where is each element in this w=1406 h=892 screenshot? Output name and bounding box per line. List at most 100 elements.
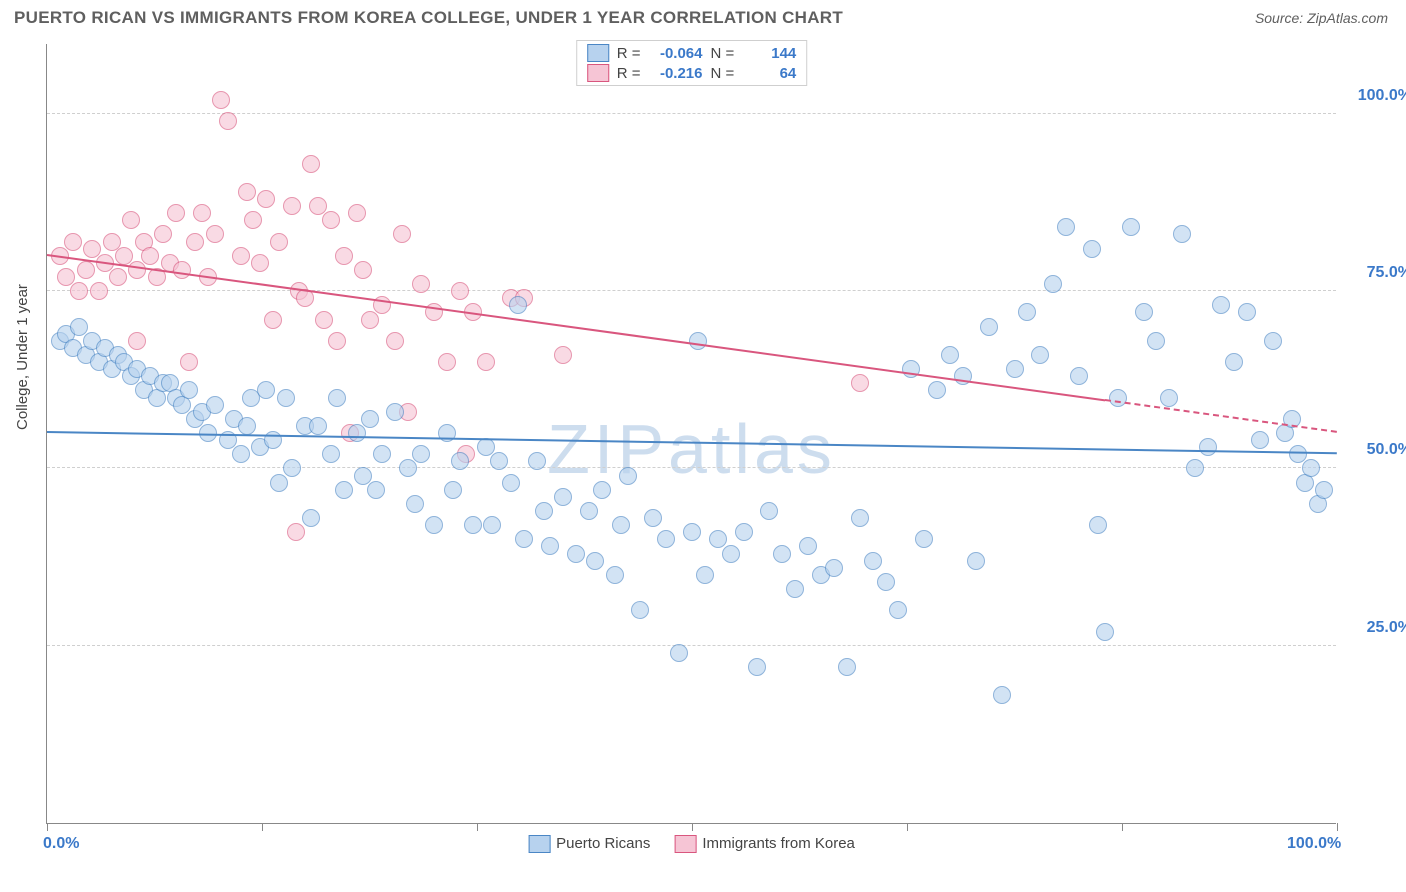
legend-label-2: Immigrants from Korea (702, 835, 855, 852)
scatter-point (251, 254, 269, 272)
scatter-point (1315, 481, 1333, 499)
scatter-point (386, 332, 404, 350)
scatter-point (64, 233, 82, 251)
scatter-point (361, 410, 379, 428)
scatter-point (109, 268, 127, 286)
x-tick (47, 823, 48, 831)
scatter-point (760, 502, 778, 520)
scatter-point (612, 516, 630, 534)
scatter-point (1044, 275, 1062, 293)
scatter-point (232, 445, 250, 463)
y-axis-title: College, Under 1 year (14, 284, 31, 430)
scatter-point (283, 197, 301, 215)
scatter-point (477, 353, 495, 371)
scatter-point (335, 481, 353, 499)
scatter-point (206, 396, 224, 414)
scatter-point (541, 537, 559, 555)
trend-line (47, 254, 1105, 401)
gridline-h (47, 645, 1336, 646)
y-tick-label: 25.0% (1346, 619, 1406, 637)
scatter-point (277, 389, 295, 407)
scatter-point (483, 516, 501, 534)
scatter-point (322, 211, 340, 229)
scatter-point (554, 488, 572, 506)
x-tick (262, 823, 263, 831)
scatter-point (270, 474, 288, 492)
scatter-point (1135, 303, 1153, 321)
scatter-point (167, 204, 185, 222)
scatter-point (606, 566, 624, 584)
scatter-point (967, 552, 985, 570)
legend-n-value-1: 144 (742, 45, 796, 62)
scatter-point (315, 311, 333, 329)
legend-swatch-2b (674, 835, 696, 853)
x-tick (1337, 823, 1338, 831)
scatter-point (1057, 218, 1075, 236)
scatter-point (1212, 296, 1230, 314)
scatter-point (490, 452, 508, 470)
scatter-point (438, 353, 456, 371)
legend-label-1: Puerto Ricans (556, 835, 650, 852)
scatter-point (283, 459, 301, 477)
scatter-point (361, 311, 379, 329)
scatter-point (722, 545, 740, 563)
scatter-point (786, 580, 804, 598)
scatter-point (980, 318, 998, 336)
legend-n-label: N = (711, 65, 735, 82)
scatter-point (128, 332, 146, 350)
scatter-point (309, 417, 327, 435)
scatter-point (1122, 218, 1140, 236)
scatter-point (1251, 431, 1269, 449)
scatter-point (619, 467, 637, 485)
scatter-point (451, 452, 469, 470)
scatter-point (535, 502, 553, 520)
x-tick (692, 823, 693, 831)
scatter-point (193, 204, 211, 222)
scatter-point (657, 530, 675, 548)
watermark-text: ZIPatlas (547, 409, 836, 489)
scatter-point (219, 112, 237, 130)
scatter-plot: ZIPatlas R = -0.064 N = 144 R = -0.216 N… (46, 44, 1336, 824)
scatter-point (1096, 623, 1114, 641)
scatter-point (186, 233, 204, 251)
scatter-point (928, 381, 946, 399)
scatter-point (154, 225, 172, 243)
legend-r-value-2: -0.216 (649, 65, 703, 82)
scatter-point (180, 381, 198, 399)
scatter-point (399, 459, 417, 477)
scatter-point (90, 282, 108, 300)
scatter-point (1018, 303, 1036, 321)
legend-row-series-2: R = -0.216 N = 64 (587, 63, 797, 83)
scatter-point (851, 509, 869, 527)
scatter-point (451, 282, 469, 300)
scatter-point (748, 658, 766, 676)
scatter-point (270, 233, 288, 251)
scatter-point (1199, 438, 1217, 456)
scatter-point (670, 644, 688, 662)
scatter-point (373, 445, 391, 463)
legend-swatch-2 (587, 64, 609, 82)
scatter-point (586, 552, 604, 570)
scatter-point (696, 566, 714, 584)
legend-swatch-1 (587, 44, 609, 62)
scatter-point (735, 523, 753, 541)
scatter-point (302, 509, 320, 527)
x-tick (1122, 823, 1123, 831)
scatter-point (799, 537, 817, 555)
scatter-point (287, 523, 305, 541)
scatter-point (877, 573, 895, 591)
scatter-point (412, 445, 430, 463)
scatter-point (348, 204, 366, 222)
scatter-point (173, 261, 191, 279)
scatter-point (322, 445, 340, 463)
scatter-point (1264, 332, 1282, 350)
scatter-point (554, 346, 572, 364)
scatter-point (264, 311, 282, 329)
scatter-point (1186, 459, 1204, 477)
scatter-point (212, 91, 230, 109)
scatter-point (838, 658, 856, 676)
gridline-h (47, 467, 1336, 468)
scatter-point (689, 332, 707, 350)
scatter-point (509, 296, 527, 314)
scatter-point (580, 502, 598, 520)
